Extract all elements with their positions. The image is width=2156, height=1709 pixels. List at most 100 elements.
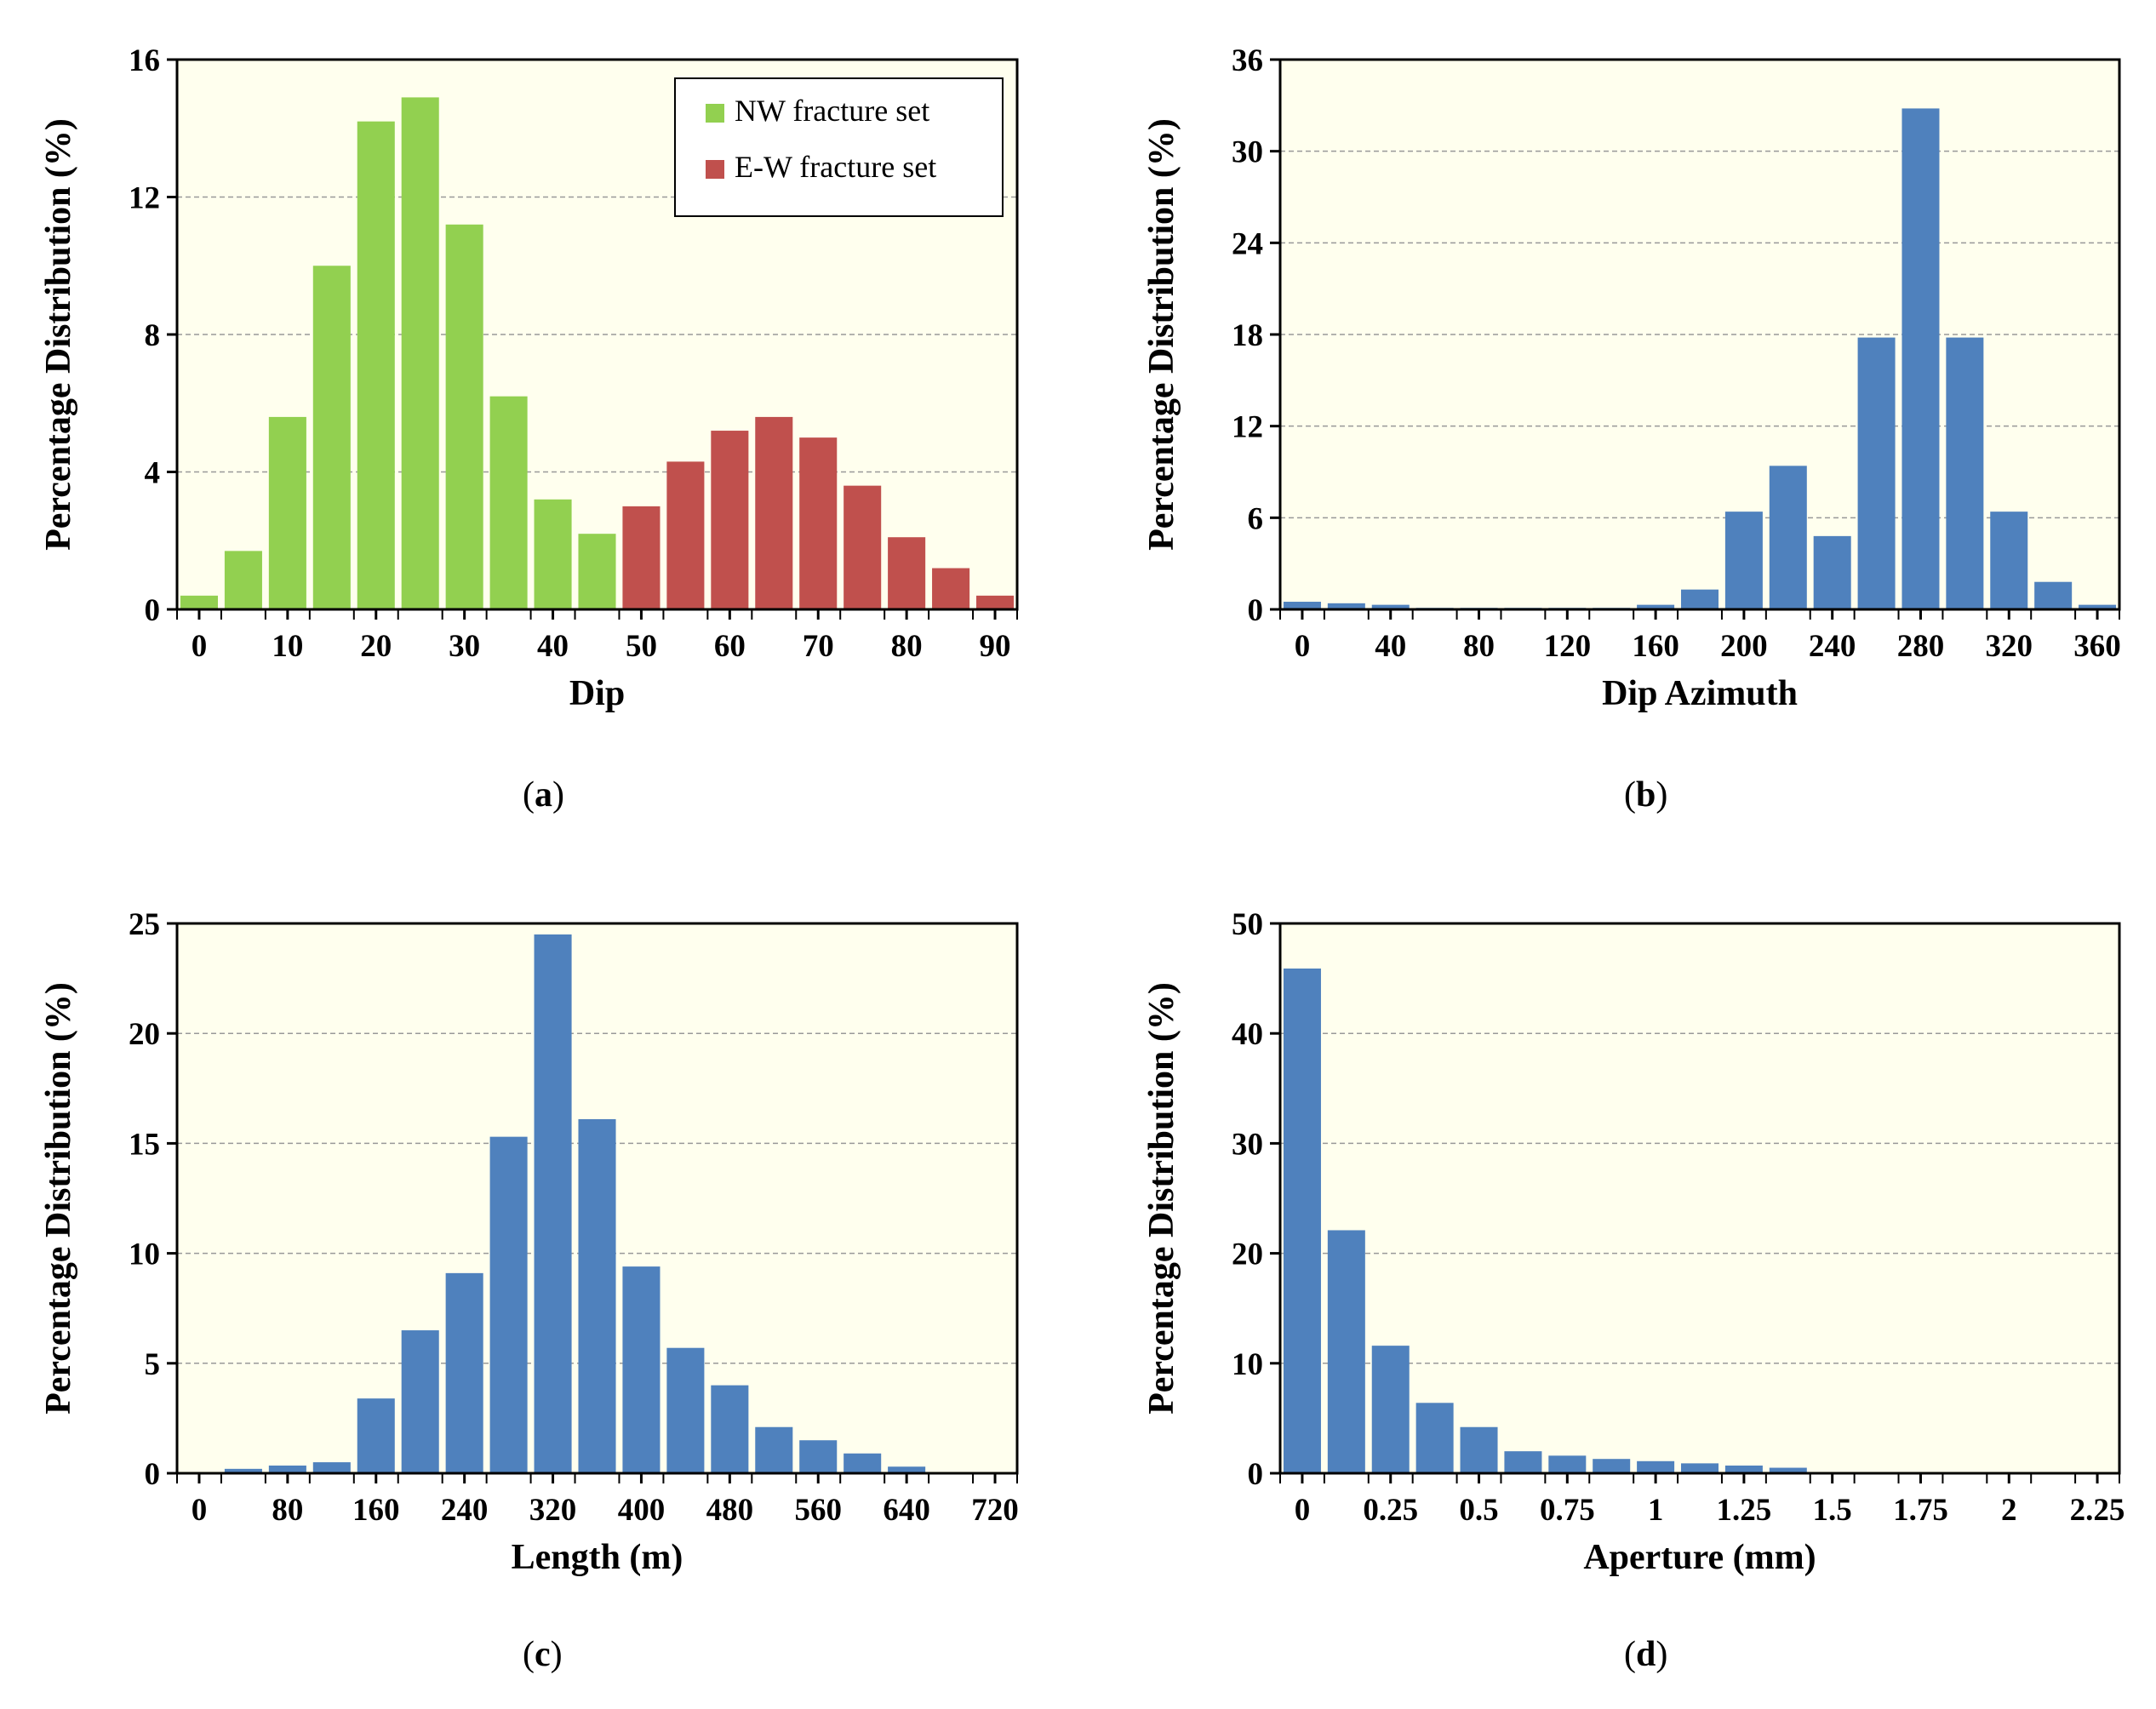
x-tick-label: 60: [714, 629, 746, 664]
panel-label-b-letter: b: [1636, 775, 1656, 814]
y-tick-label: 18: [1232, 318, 1263, 353]
y-axis-title: Percentage Distribution (%): [39, 982, 78, 1415]
bar: [1680, 1463, 1719, 1473]
x-tick-label: 0.75: [1540, 1493, 1595, 1528]
y-tick-label: 0: [145, 593, 161, 628]
bar: [578, 1118, 616, 1473]
x-tick-label: 200: [1720, 629, 1768, 664]
y-axis-title: Percentage Distribution (%): [39, 118, 78, 551]
x-tick-label: 1.25: [1717, 1493, 1772, 1528]
bar: [1283, 602, 1321, 609]
x-tick-label: 2: [2001, 1493, 2017, 1528]
bar: [268, 1465, 306, 1473]
bar: [1769, 1467, 1807, 1473]
bar: [799, 1440, 838, 1473]
y-tick-label: 24: [1232, 226, 1263, 261]
x-tick-label: 40: [1375, 629, 1406, 664]
plot-frame: [1278, 922, 2121, 1475]
y-axis-title: Percentage Distribution (%): [1142, 982, 1181, 1415]
x-tick-label: 480: [706, 1493, 754, 1528]
bar: [2034, 581, 2073, 609]
x-axis-title: Dip Azimuth: [1602, 674, 1798, 713]
y-tick-label: 5: [145, 1347, 161, 1382]
y-tick-label: 12: [1232, 410, 1263, 445]
bar: [844, 1453, 882, 1473]
bar: [1724, 512, 1763, 609]
bar: [180, 595, 218, 609]
bar: [1593, 1459, 1631, 1473]
y-tick-label: 40: [1232, 1017, 1263, 1052]
x-tick-label: 360: [2073, 629, 2121, 664]
y-tick-label: 4: [145, 456, 161, 491]
x-tick-label: 30: [449, 629, 480, 664]
bar: [976, 595, 1015, 609]
y-tick-label: 20: [1232, 1237, 1263, 1272]
legend-swatch: [706, 160, 724, 179]
x-tick-label: 400: [618, 1493, 666, 1528]
y-tick-label: 8: [145, 318, 161, 353]
x-axis-title: Dip: [569, 674, 625, 713]
plot-frame: [175, 922, 1019, 1475]
x-tick-label: 0.5: [1459, 1493, 1498, 1528]
x-tick-label: 80: [1463, 629, 1495, 664]
bar: [888, 537, 926, 609]
y-tick-label: 0: [145, 1457, 161, 1492]
y-tick-label: 12: [129, 181, 160, 216]
bar: [1946, 337, 1984, 609]
y-tick-label: 16: [129, 43, 160, 78]
panel-label-d: (d): [1624, 1635, 1668, 1674]
x-tick-label: 120: [1544, 629, 1592, 664]
x-tick-label: 160: [1632, 629, 1679, 664]
x-tick-label: 160: [352, 1493, 400, 1528]
bar: [1990, 512, 2028, 609]
y-tick-label: 25: [129, 907, 160, 942]
bar: [622, 506, 661, 609]
legend-box: [674, 77, 1004, 217]
y-tick-label: 36: [1232, 43, 1263, 78]
x-axis-title: Aperture (mm): [1583, 1538, 1816, 1577]
bar: [401, 1330, 439, 1473]
bar: [799, 437, 838, 609]
bar: [1327, 1230, 1365, 1473]
x-tick-label: 90: [980, 629, 1011, 664]
bar: [1857, 337, 1896, 609]
y-tick-label: 50: [1232, 907, 1263, 942]
legend-label: E-W fracture set: [735, 150, 936, 184]
y-tick-label: 20: [129, 1017, 160, 1052]
bar: [1415, 1403, 1454, 1473]
panel-label-b: (b): [1624, 775, 1668, 814]
x-tick-label: 80: [891, 629, 923, 664]
y-tick-label: 15: [129, 1127, 160, 1162]
chart-c-length: 0 5 10 15 20 25 0 80 160 240 320 400 480 560 640 720 Len…: [39, 907, 1019, 1577]
x-axis-title: Length (m): [512, 1538, 683, 1577]
panel-label-c: (c): [523, 1635, 563, 1674]
bar: [1637, 1460, 1675, 1473]
bar: [534, 934, 572, 1473]
x-tick-label: 10: [272, 629, 303, 664]
bar: [1637, 604, 1675, 609]
x-tick-label: 40: [537, 629, 569, 664]
x-tick-label: 240: [1809, 629, 1856, 664]
bar: [2079, 604, 2117, 609]
bar: [224, 1468, 262, 1473]
bar: [401, 97, 439, 610]
bar: [489, 396, 528, 609]
bar: [1460, 1426, 1498, 1473]
x-tick-label: 0: [1295, 629, 1311, 664]
x-tick-label: 320: [1986, 629, 2033, 664]
legend-swatch: [706, 104, 724, 123]
bar: [1283, 968, 1321, 1473]
x-tick-label: 1.75: [1893, 1493, 1948, 1528]
x-tick-label: 0.25: [1363, 1493, 1418, 1528]
bar: [1724, 1465, 1763, 1473]
bar: [357, 121, 395, 610]
y-tick-label: 0: [1248, 593, 1264, 628]
legend-label: NW fracture set: [735, 94, 929, 128]
bar: [1371, 1346, 1410, 1473]
x-tick-label: 2.25: [2070, 1493, 2125, 1528]
x-tick-label: 80: [272, 1493, 303, 1528]
bar: [1548, 1455, 1587, 1473]
bar: [312, 266, 351, 609]
bar: [622, 1266, 661, 1473]
